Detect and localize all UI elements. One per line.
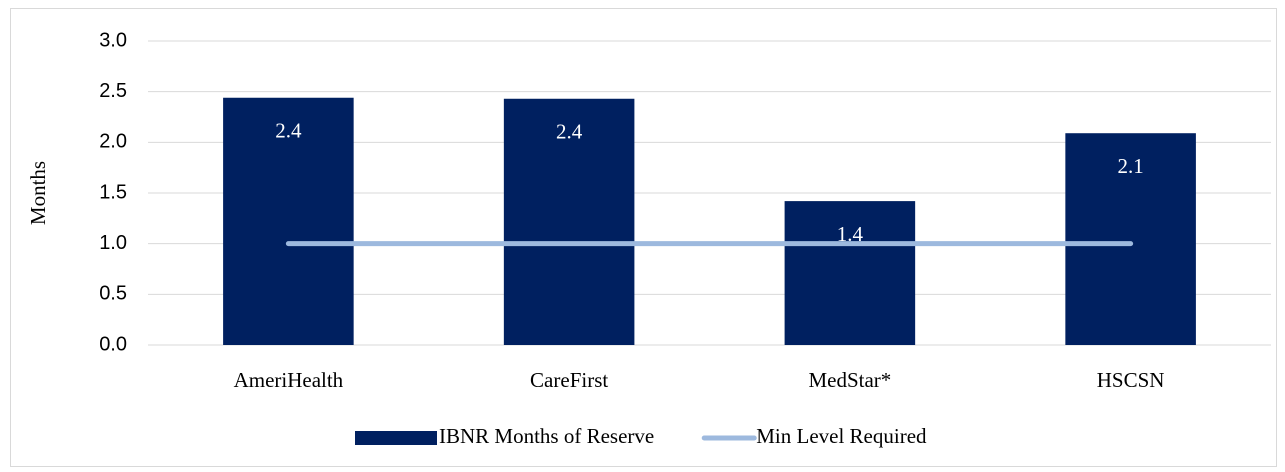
x-tick-label: AmeriHealth: [234, 368, 344, 392]
bar: [503, 98, 635, 345]
y-tick-label: 1.5: [99, 181, 127, 203]
data-label: 2.4: [556, 120, 583, 144]
y-axis-label: Months: [26, 161, 50, 225]
data-label: 2.1: [1118, 154, 1144, 178]
y-tick-label: 1.0: [99, 232, 127, 254]
y-tick-label: 0.0: [99, 333, 127, 355]
y-tick-label: 3.0: [99, 29, 127, 51]
y-tick-label: 0.5: [99, 283, 127, 305]
x-tick-label: CareFirst: [530, 368, 608, 392]
legend-swatch: [355, 431, 437, 445]
legend-label: IBNR Months of Reserve: [439, 424, 654, 448]
y-tick-label: 2.5: [99, 80, 127, 102]
bar: [223, 97, 354, 345]
x-tick-label: MedStar*: [808, 368, 891, 392]
x-tick-label: HSCSN: [1097, 368, 1165, 392]
bar: [1065, 133, 1196, 345]
data-label: 2.4: [275, 119, 302, 143]
bar: [784, 201, 916, 345]
y-tick-label: 2.0: [99, 131, 127, 153]
legend-label: Min Level Required: [756, 424, 927, 448]
